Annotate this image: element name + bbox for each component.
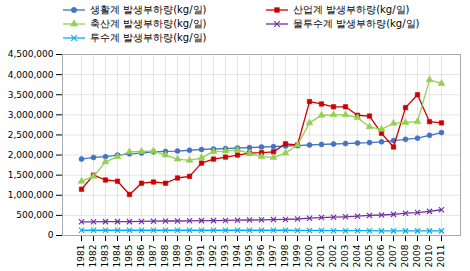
svg-text:1988: 1988 <box>160 244 170 267</box>
svg-text:1996: 1996 <box>256 244 266 267</box>
svg-text:1998: 1998 <box>280 244 290 267</box>
svg-text:1981: 1981 <box>76 245 86 268</box>
svg-text:1986: 1986 <box>136 244 146 267</box>
svg-text:1999: 1999 <box>292 244 302 267</box>
svg-text:1,000,000: 1,000,000 <box>8 190 54 200</box>
svg-text:0: 0 <box>48 230 54 240</box>
svg-text:2008: 2008 <box>400 244 410 267</box>
svg-text:1983: 1983 <box>100 245 110 268</box>
svg-text:2,500,000: 2,500,000 <box>8 130 54 140</box>
svg-text:4,000,000: 4,000,000 <box>8 69 54 79</box>
svg-text:2,000,000: 2,000,000 <box>8 150 54 160</box>
svg-text:1987: 1987 <box>148 245 158 268</box>
svg-text:500,000: 500,000 <box>16 210 53 220</box>
svg-text:2002: 2002 <box>328 245 338 268</box>
svg-text:1985: 1985 <box>124 245 134 268</box>
svg-text:1982: 1982 <box>88 245 98 268</box>
svg-text:2004: 2004 <box>352 244 362 267</box>
svg-text:1,500,000: 1,500,000 <box>8 170 54 180</box>
html-text:물투수계 발생부하량(kg/일): 물투수계 발생부하량(kg/일) <box>293 18 420 29</box>
svg-text:4,500,000: 4,500,000 <box>8 49 54 59</box>
html-text:투수계 발생부하량(kg/일): 투수계 발생부하량(kg/일) <box>90 32 207 43</box>
svg-text:2011: 2011 <box>436 245 446 268</box>
svg-text:2007: 2007 <box>388 245 398 268</box>
svg-text:2010: 2010 <box>424 244 434 267</box>
svg-text:1990: 1990 <box>184 244 194 267</box>
html-text:산업계 발생부하량(kg/일): 산업계 발생부하량(kg/일) <box>293 4 410 15</box>
svg-text:1984: 1984 <box>112 244 122 267</box>
svg-text:3,000,000: 3,000,000 <box>8 110 54 120</box>
svg-text:2006: 2006 <box>376 244 386 267</box>
svg-text:3,500,000: 3,500,000 <box>8 90 54 100</box>
svg-text:1989: 1989 <box>172 244 182 267</box>
svg-text:1993: 1993 <box>220 245 230 268</box>
svg-text:2009: 2009 <box>412 244 422 267</box>
svg-text:1994: 1994 <box>232 244 242 267</box>
svg-text:1995: 1995 <box>244 245 254 268</box>
html-text:축산계 발생부하량(kg/일): 축산계 발생부하량(kg/일) <box>90 18 207 29</box>
svg-text:1991: 1991 <box>196 245 206 268</box>
svg-text:1992: 1992 <box>208 245 218 268</box>
svg-text:2003: 2003 <box>340 245 350 268</box>
svg-text:2001: 2001 <box>316 245 326 268</box>
svg-text:1997: 1997 <box>268 245 278 268</box>
html-text:생활계 발생부하량(kg/일): 생활계 발생부하량(kg/일) <box>90 4 207 15</box>
svg-text:2000: 2000 <box>304 244 314 267</box>
svg-text:2005: 2005 <box>364 245 374 268</box>
